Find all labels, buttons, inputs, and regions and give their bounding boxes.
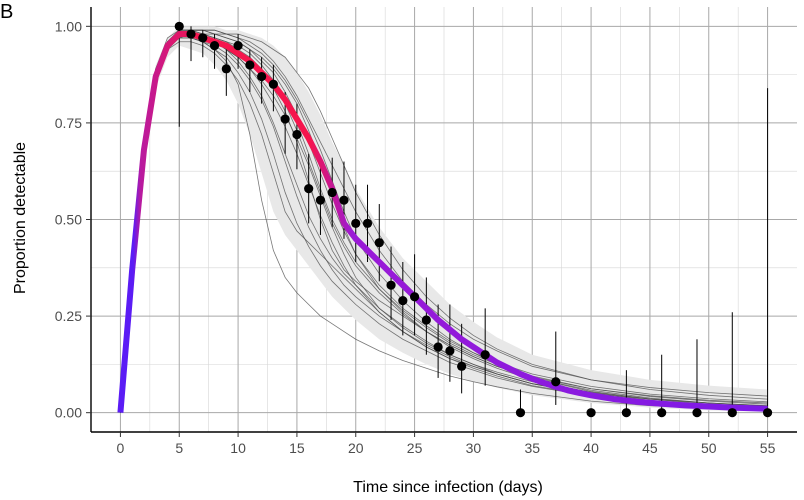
data-point (762, 408, 773, 418)
panel-tag: B (0, 1, 13, 23)
data-point (292, 129, 302, 140)
data-point (374, 238, 384, 248)
x-tick-label: 35 (524, 440, 540, 456)
data-point (409, 292, 420, 302)
data-point (457, 361, 467, 371)
y-axis-title: Proportion detectable (12, 142, 29, 294)
x-tick-label: 10 (230, 440, 246, 456)
y-tick-label: 0.00 (55, 405, 82, 421)
data-point (280, 114, 290, 124)
posterior-draw-line (120, 33, 768, 413)
data-point (315, 195, 326, 205)
x-tick-label: 5 (175, 440, 183, 456)
data-point (515, 408, 526, 418)
y-tick-label: 0.50 (55, 212, 82, 228)
x-tick-label: 55 (760, 440, 776, 456)
x-tick-label: 45 (642, 440, 658, 456)
x-tick-label: 0 (117, 440, 125, 456)
data-point (198, 33, 208, 43)
data-point (657, 408, 667, 418)
fitted-curve (117, 31, 768, 413)
x-tick-label: 15 (289, 440, 305, 456)
data-point (621, 408, 631, 418)
data-point (727, 408, 737, 418)
data-point (174, 21, 184, 31)
x-tick-label: 25 (407, 440, 423, 456)
data-point (245, 60, 255, 70)
data-point (551, 377, 561, 387)
observed-points (174, 21, 773, 418)
y-axis-ticks: 0.00 0.25 0.50 0.75 1.00 (55, 18, 91, 421)
y-tick-label: 1.00 (55, 18, 82, 34)
x-axis-title: Time since infection (days) (353, 479, 543, 496)
x-tick-label: 40 (583, 440, 599, 456)
data-point (268, 79, 278, 89)
data-point (398, 296, 408, 306)
data-point (586, 408, 596, 418)
y-tick-label: 0.75 (55, 115, 82, 131)
data-point (257, 71, 267, 82)
posterior-draw-line (120, 41, 768, 413)
data-point (362, 218, 373, 228)
data-point (327, 187, 337, 198)
data-point (221, 64, 231, 74)
x-axis-ticks: 0 5 10 15 20 25 30 35 40 45 50 55 (117, 432, 776, 456)
data-point (692, 408, 702, 418)
data-point (233, 41, 243, 51)
y-tick-label: 0.25 (55, 308, 82, 324)
data-point (421, 315, 431, 325)
x-tick-label: 20 (348, 440, 364, 456)
x-tick-label: 30 (466, 440, 482, 456)
data-point (433, 342, 443, 352)
data-point (209, 41, 220, 51)
data-point (304, 183, 314, 194)
credible-ribbon (120, 26, 768, 413)
data-point (480, 350, 490, 360)
posterior-draw-line (120, 37, 768, 413)
data-point (339, 195, 349, 205)
data-point (445, 346, 455, 356)
data-point (386, 280, 396, 290)
x-tick-label: 50 (701, 440, 717, 456)
data-point (186, 29, 196, 39)
data-point (351, 218, 361, 228)
